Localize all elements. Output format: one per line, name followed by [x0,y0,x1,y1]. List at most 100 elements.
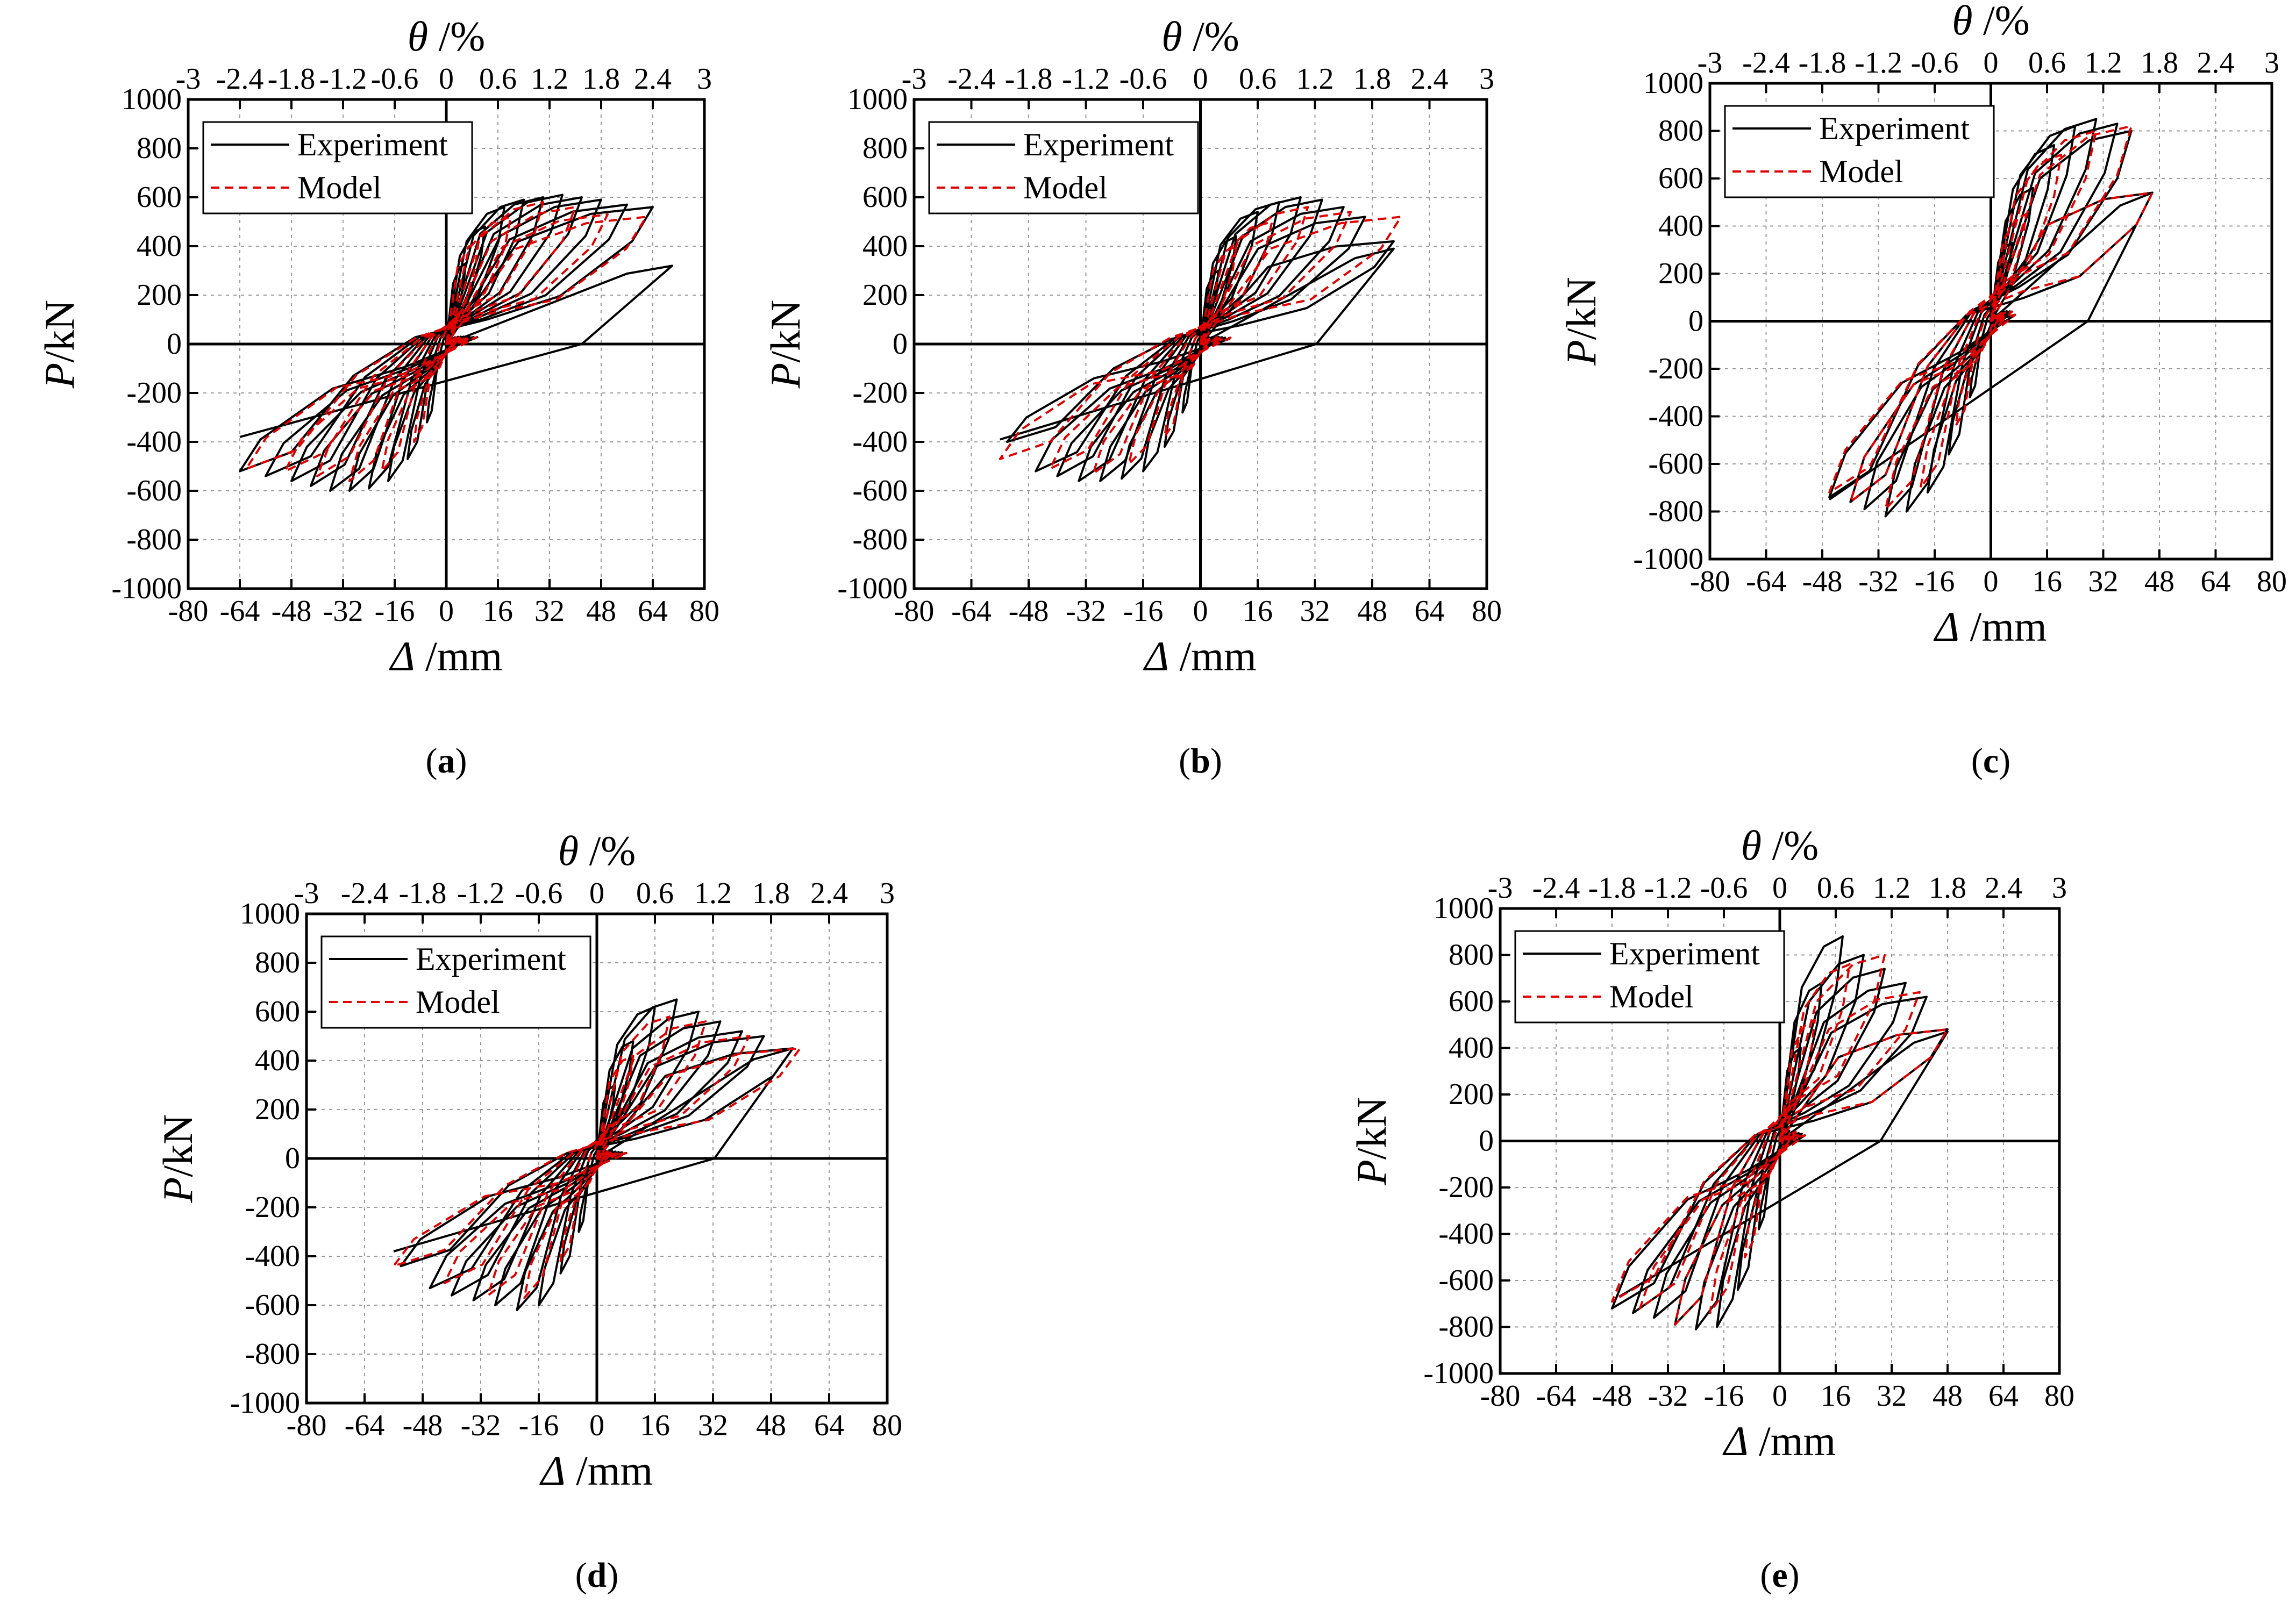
x-tick-label: -48 [272,595,312,628]
x-tick-label: 16 [1821,1379,1851,1413]
top-axis-label: θ /% [558,827,636,874]
top-axis-label: θ /% [1952,0,2029,44]
top-axis-unit: /% [428,13,485,60]
experiment-curve [1000,196,1395,482]
y-tick-label: 1000 [1643,67,1703,100]
top-axis-unit: /% [1182,13,1239,60]
x-tick-label: -16 [375,595,415,628]
top-tick-label: -2.4 [947,62,995,96]
model-curve [245,201,647,482]
x-tick-label: -16 [1704,1379,1744,1413]
chart-panel-d: -80 -64 -48 -32 -16 0 16 32 48 64 80 -1000 -800 -600 -… [154,827,903,1595]
top-tick-label: 1.8 [582,62,620,96]
top-tick-label: -1.8 [1005,62,1053,96]
x-tick-label: -16 [1915,565,1955,598]
top-tick-label: -1.8 [268,62,316,96]
y-tick-label: -400 [245,1240,300,1273]
x-tick-label: -64 [1536,1379,1577,1413]
top-tick-label: -1.2 [1855,46,1902,80]
x-axis-label: Δ /mm [1722,1418,1836,1464]
y-tick-label: -400 [1648,400,1703,433]
x-tick-label: -32 [323,595,363,628]
y-tick-label: -800 [852,523,908,556]
legend-model-label: Model [416,984,500,1020]
y-tick-label: 200 [862,278,908,312]
y-axis-symbol: P [762,363,809,389]
x-tick-label: -32 [1066,595,1106,628]
legend-box [1514,930,1785,1024]
x-tick-label: 64 [638,595,668,628]
x-tick-label: -48 [403,1409,443,1442]
x-axis-label: Δ /mm [539,1447,653,1494]
panel-caption-letter: b [1190,741,1210,781]
panel-caption-open: ( [1760,1556,1772,1595]
legend-experiment-label: Experiment [1023,127,1174,162]
top-axis-symbol: θ [1741,822,1762,869]
top-axis-symbol: θ [558,827,579,874]
panel-caption-close: ) [1999,741,2010,781]
top-tick-label: -1.8 [1799,46,1846,80]
x-tick-label: 16 [1243,595,1273,628]
x-tick-label: 32 [534,595,565,628]
panel-caption-open: ( [575,1556,587,1595]
top-tick-label: 1.2 [531,62,568,96]
y-tick-label: 200 [255,1093,300,1126]
top-tick-label: -3 [294,877,319,910]
top-tick-label: -0.6 [1911,46,1959,80]
model-curve [999,206,1402,475]
x-axis-symbol: Δ [539,1447,566,1494]
x-tick-label: -80 [287,1409,327,1442]
x-tick-label: -80 [168,595,209,628]
x-tick-label: -32 [1648,1379,1688,1413]
top-tick-label: 1.2 [694,877,732,910]
top-tick-label: 0.6 [1239,62,1277,96]
y-tick-label: 200 [1658,257,1703,290]
legend-box [1724,105,1995,198]
top-tick-label: 3 [2264,46,2279,80]
x-tick-label: -32 [461,1409,501,1442]
y-tick-label: 800 [1449,939,1494,972]
top-tick-label: 0.6 [1817,871,1855,905]
y-tick-label: -200 [245,1191,300,1224]
top-tick-label: -2.4 [1742,46,1790,80]
panel-caption-open: ( [1971,741,1983,781]
x-tick-label: 32 [2088,565,2119,598]
y-axis-symbol: P [36,363,83,389]
y-tick-label: -800 [1648,495,1703,528]
y-tick-label: -1000 [837,572,908,605]
x-tick-label: 0 [1984,565,1999,598]
top-tick-label: 1.2 [1873,871,1910,905]
y-tick-label: -200 [1648,352,1703,385]
panel-caption-close: ) [455,741,467,781]
top-tick-label: 0 [589,877,604,910]
x-axis-symbol: Δ [1143,633,1169,679]
top-tick-label: 2.4 [810,877,848,910]
top-tick-label: -3 [902,62,927,96]
x-tick-label: -80 [894,595,935,628]
top-tick-label: -0.6 [371,62,419,96]
x-tick-label: 32 [1877,1379,1907,1413]
x-tick-label: 80 [2044,1379,2074,1413]
y-tick-label: -400 [1438,1218,1494,1251]
panel-caption-close: ) [607,1556,618,1595]
y-axis-label: P/kN [36,300,83,389]
y-tick-label: -600 [126,474,182,507]
x-axis-symbol: Δ [1722,1418,1749,1464]
x-tick-label: 64 [2201,565,2231,598]
legend-box [202,121,473,214]
y-tick-label: 800 [255,946,300,979]
y-axis-symbol: P [1558,340,1605,366]
y-tick-label: 1000 [1434,892,1494,925]
top-tick-label: -1.2 [457,877,505,910]
y-tick-label: 800 [1658,114,1703,148]
y-axis-unit: /kN [154,1114,201,1177]
top-tick-label: 0.6 [636,877,674,910]
y-axis-unit: /kN [1558,277,1605,340]
x-tick-label: 48 [1933,1379,1963,1413]
y-tick-label: 200 [1449,1078,1494,1111]
y-tick-label: -800 [126,523,182,556]
y-tick-label: 400 [137,230,182,263]
top-tick-label: -1.2 [1644,871,1692,905]
legend: Experiment Model [1724,105,1995,198]
